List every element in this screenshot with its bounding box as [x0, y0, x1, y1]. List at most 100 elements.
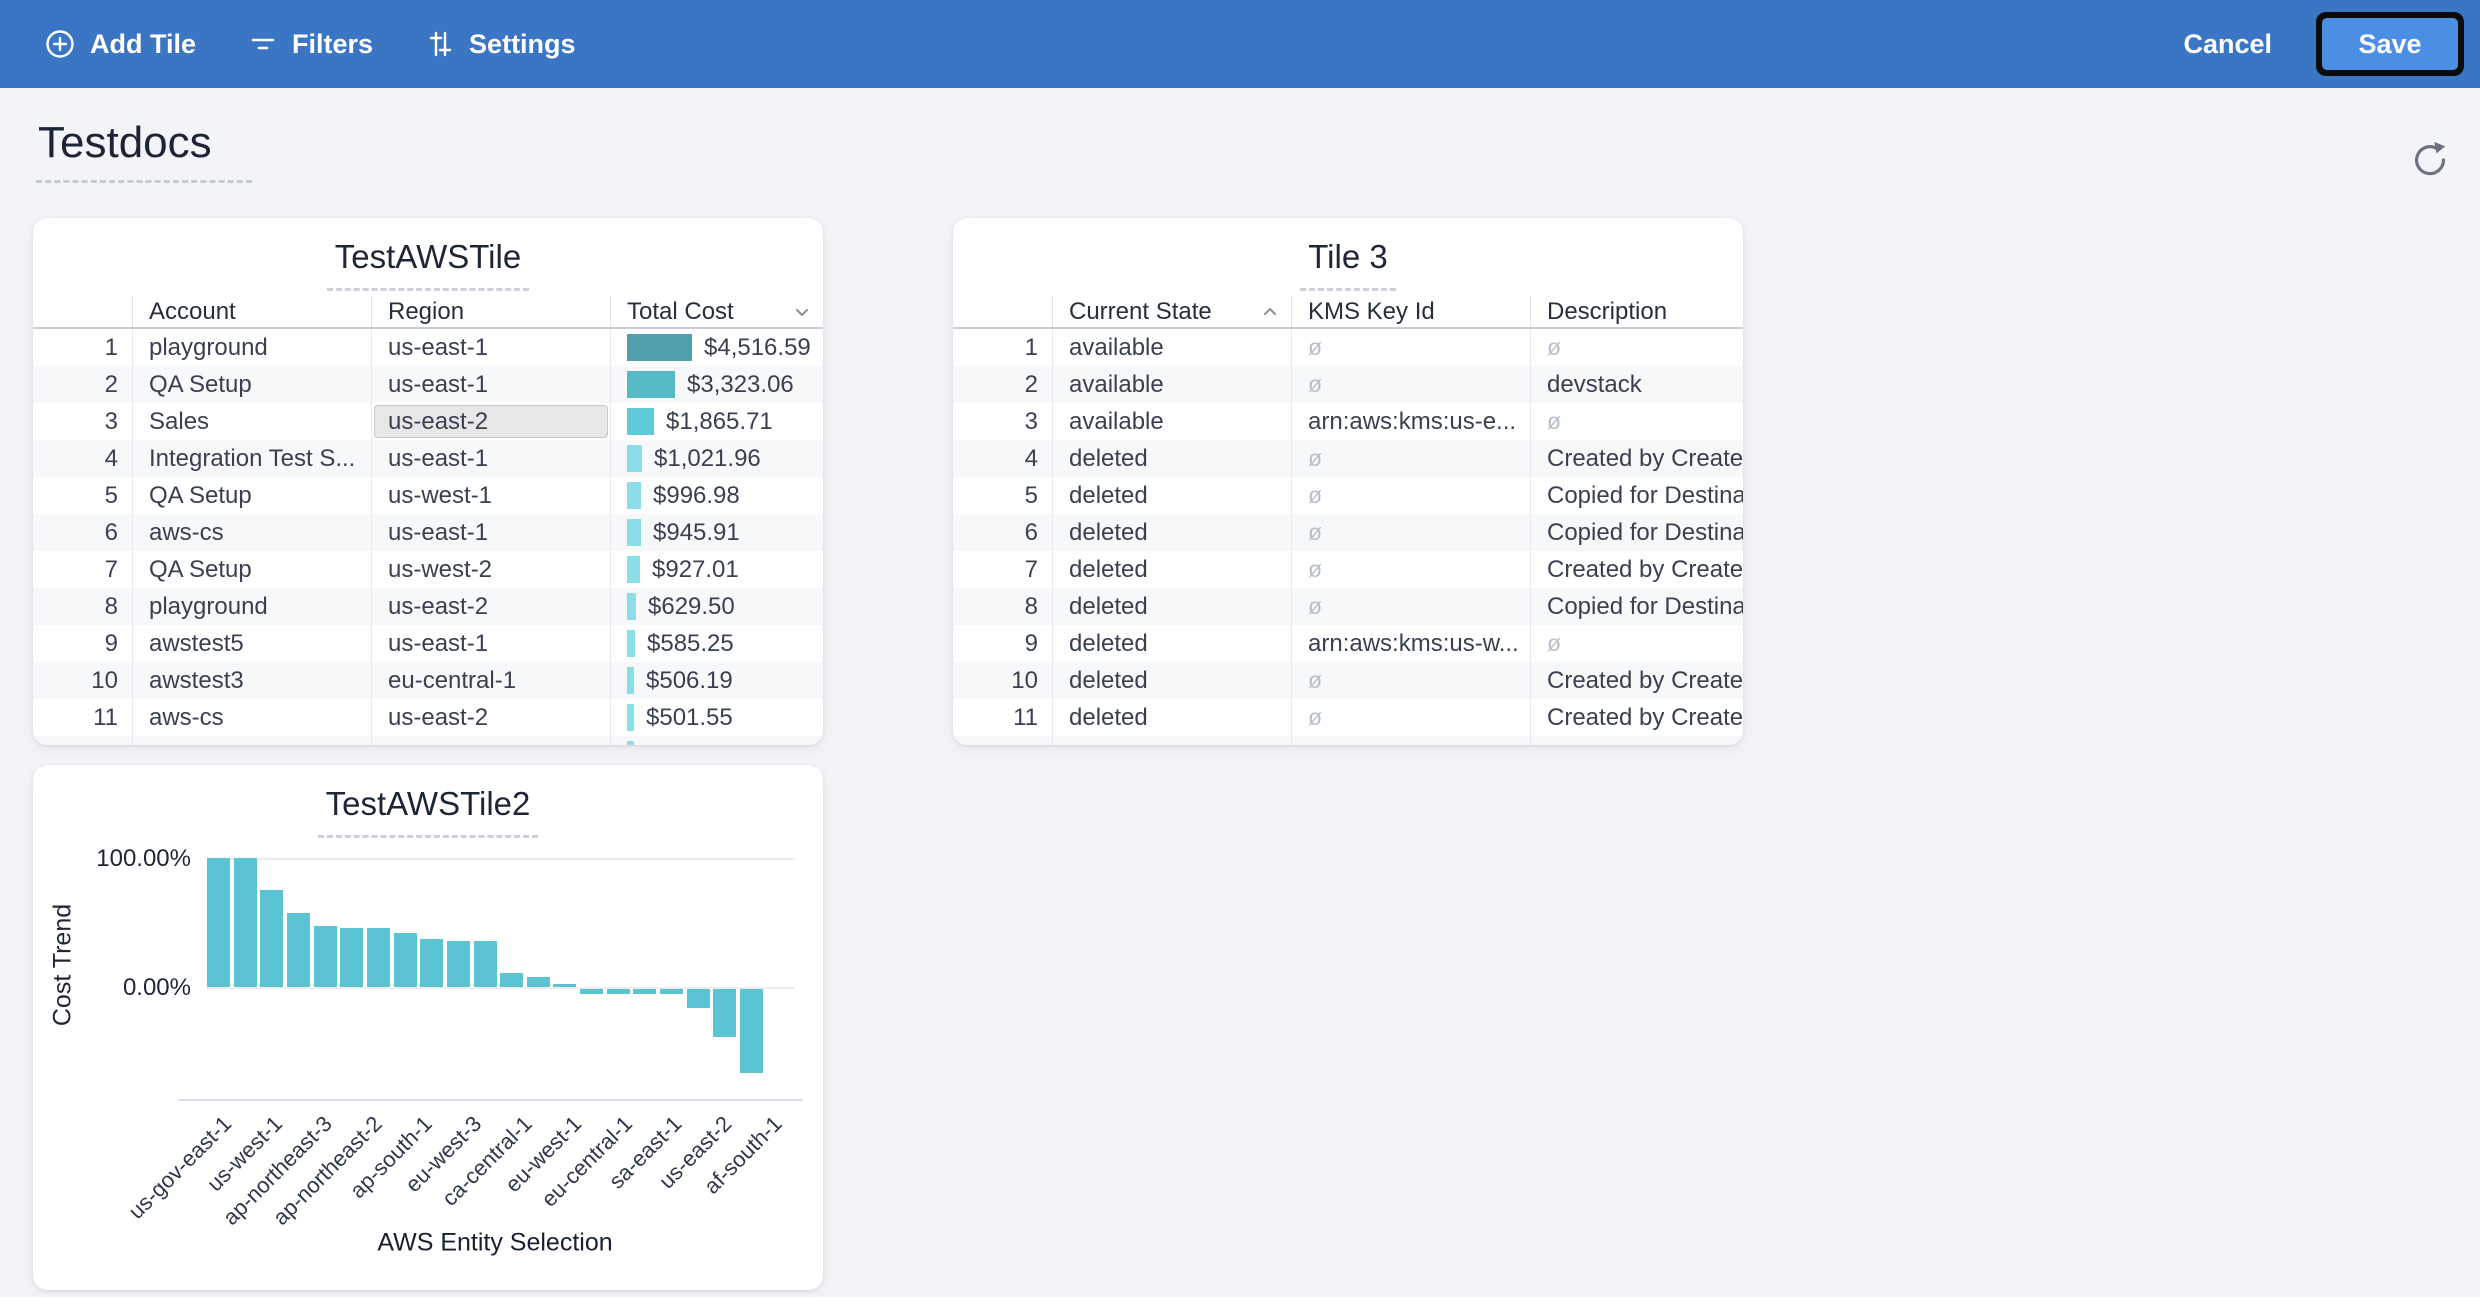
cell-description[interactable]: devstack: [1530, 366, 1743, 403]
cell-kms-key-id[interactable]: ø: [1291, 477, 1530, 514]
chart-bar[interactable]: [713, 989, 736, 1037]
cell-region[interactable]: us-east-2: [371, 588, 610, 625]
cancel-button[interactable]: Cancel: [2183, 28, 2272, 59]
chart-bar[interactable]: [314, 926, 337, 987]
cell-kms-key-id[interactable]: ø: [1291, 662, 1530, 699]
chart-bar[interactable]: [633, 989, 656, 994]
cell-description[interactable]: ø: [1530, 625, 1743, 662]
cell-account[interactable]: Integration Test S...: [132, 440, 371, 477]
cell-kms-key-id[interactable]: ø: [1291, 366, 1530, 403]
cell-account[interactable]: aws-cs: [132, 699, 371, 736]
column-header-description[interactable]: Description: [1530, 296, 1743, 327]
cell-kms-key-id[interactable]: ø: [1291, 588, 1530, 625]
chart-bar[interactable]: [474, 941, 497, 987]
cell-current-state[interactable]: deleted: [1052, 440, 1291, 477]
chart-bar[interactable]: [420, 939, 443, 987]
cell-account[interactable]: playground: [132, 588, 371, 625]
cell-region[interactable]: eu-central-1: [371, 662, 610, 699]
cell-kms-key-id[interactable]: ø: [1291, 699, 1530, 736]
cell-account[interactable]: playground: [132, 329, 371, 366]
cell-description[interactable]: Copied for Destina...: [1530, 477, 1743, 514]
cell-total-cost[interactable]: $945.91: [610, 514, 823, 551]
cell-region[interactable]: us-east-2: [371, 699, 610, 736]
cell-kms-key-id[interactable]: ø: [1291, 329, 1530, 366]
chart-bar[interactable]: [367, 928, 390, 987]
chart-bar[interactable]: [234, 858, 257, 987]
chart-bar[interactable]: [607, 989, 630, 994]
cell-account[interactable]: awstest3: [132, 662, 371, 699]
cell-kms-key-id[interactable]: arn:aws:kms:us-w...: [1291, 625, 1530, 662]
page-title[interactable]: Testdocs: [36, 118, 252, 183]
cell-kms-key-id[interactable]: ø: [1291, 514, 1530, 551]
chart-bar[interactable]: [340, 928, 363, 987]
filters-button[interactable]: Filters: [248, 29, 373, 60]
chart-bar[interactable]: [740, 989, 763, 1073]
cell-account[interactable]: awstest5: [132, 625, 371, 662]
column-header-total-cost[interactable]: Total Cost: [610, 296, 823, 327]
cell-current-state[interactable]: deleted: [1052, 588, 1291, 625]
cell-description[interactable]: Created by Create...: [1530, 551, 1743, 588]
column-header-region[interactable]: Region: [371, 296, 610, 327]
cell-account[interactable]: QA Setup: [132, 551, 371, 588]
cell-region[interactable]: us-east-1: [371, 440, 610, 477]
chart-bar[interactable]: [394, 933, 417, 987]
cell-description[interactable]: Created by Create...: [1530, 699, 1743, 736]
chart-bar[interactable]: [207, 858, 230, 987]
cell-total-cost[interactable]: $629.50: [610, 588, 823, 625]
cell-current-state[interactable]: deleted: [1052, 477, 1291, 514]
cell-kms-key-id[interactable]: ø: [1291, 440, 1530, 477]
cell-region[interactable]: us-east-1: [371, 366, 610, 403]
tile-title[interactable]: Tile 3: [1300, 238, 1396, 291]
cell-account[interactable]: QA Setup: [132, 366, 371, 403]
tile-title[interactable]: TestAWSTile2: [317, 785, 539, 838]
cell-total-cost[interactable]: $4,516.59: [610, 329, 823, 366]
cell-current-state[interactable]: available: [1052, 403, 1291, 440]
cell-current-state[interactable]: deleted: [1052, 699, 1291, 736]
cell-total-cost[interactable]: $996.98: [610, 477, 823, 514]
cell-region[interactable]: us-east-1: [371, 329, 610, 366]
cell-account[interactable]: QA Setup: [132, 477, 371, 514]
selected-cell[interactable]: us-east-2: [374, 405, 608, 438]
cell-description[interactable]: Copied for Destina...: [1530, 514, 1743, 551]
cell-total-cost[interactable]: $506.19: [610, 662, 823, 699]
cell-description[interactable]: Created by Create...: [1530, 662, 1743, 699]
chart-bar[interactable]: [287, 913, 310, 987]
cell-kms-key-id[interactable]: ø: [1291, 551, 1530, 588]
cell-current-state[interactable]: available: [1052, 329, 1291, 366]
chart-bar[interactable]: [447, 941, 470, 987]
refresh-button[interactable]: [2408, 138, 2452, 182]
cell-region[interactable]: us-east-2: [371, 403, 610, 440]
cell-current-state[interactable]: deleted: [1052, 551, 1291, 588]
column-header-kms-key-id[interactable]: KMS Key Id: [1291, 296, 1530, 327]
column-header-account[interactable]: Account: [132, 296, 371, 327]
cell-current-state[interactable]: deleted: [1052, 625, 1291, 662]
cell-current-state[interactable]: deleted: [1052, 662, 1291, 699]
cell-region[interactable]: us-west-2: [371, 551, 610, 588]
cell-region[interactable]: us-west-1: [371, 477, 610, 514]
add-tile-button[interactable]: Add Tile: [44, 28, 196, 60]
chart-bar[interactable]: [687, 989, 710, 1008]
cell-region[interactable]: us-east-1: [371, 514, 610, 551]
cell-region[interactable]: us-east-1: [371, 625, 610, 662]
chart-bar[interactable]: [580, 989, 603, 994]
cell-total-cost[interactable]: $585.25: [610, 625, 823, 662]
column-header-current-state[interactable]: Current State: [1052, 296, 1291, 327]
cell-total-cost[interactable]: $927.01: [610, 551, 823, 588]
cell-current-state[interactable]: available: [1052, 366, 1291, 403]
chart-bar[interactable]: [527, 977, 550, 987]
chart-bar[interactable]: [660, 989, 683, 994]
settings-button[interactable]: Settings: [425, 29, 576, 60]
chart-bar[interactable]: [260, 890, 283, 987]
chart-bar[interactable]: [553, 984, 576, 987]
cell-description[interactable]: ø: [1530, 403, 1743, 440]
tile-title[interactable]: TestAWSTile: [326, 238, 530, 291]
cell-description[interactable]: Created by Create...: [1530, 440, 1743, 477]
cell-description[interactable]: Copied for Destina...: [1530, 588, 1743, 625]
chart-bar[interactable]: [500, 973, 523, 987]
cell-account[interactable]: Sales: [132, 403, 371, 440]
cell-total-cost[interactable]: $3,323.06: [610, 366, 823, 403]
cell-total-cost[interactable]: $501.55: [610, 699, 823, 736]
cell-account[interactable]: aws-cs: [132, 514, 371, 551]
cell-current-state[interactable]: deleted: [1052, 514, 1291, 551]
save-button[interactable]: Save: [2322, 18, 2458, 70]
